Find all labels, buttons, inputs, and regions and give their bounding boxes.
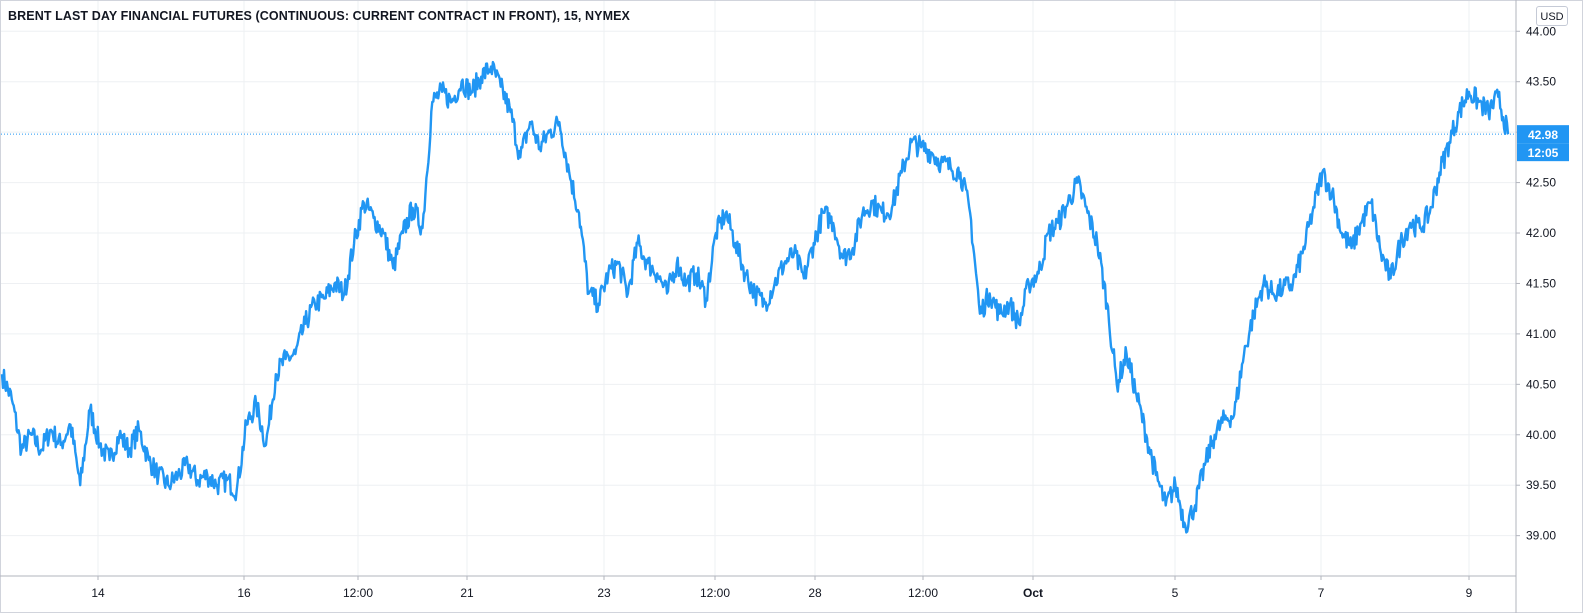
y-tick-label: 41.50: [1526, 276, 1556, 290]
y-tick-label: 44.00: [1526, 24, 1556, 38]
y-tick-label: 40.50: [1526, 377, 1556, 391]
last-price-label: 42.98: [1528, 128, 1558, 142]
x-tick-label: 21: [460, 586, 474, 600]
x-tick-label: 12:00: [700, 586, 730, 600]
price-series-line: [0, 60, 1510, 534]
currency-button[interactable]: USD: [1536, 6, 1568, 26]
y-tick-label: 43.50: [1526, 75, 1556, 89]
last-price-badge: [1517, 125, 1569, 144]
x-tick-label: 28: [808, 586, 822, 600]
y-tick-label: 42.00: [1526, 226, 1556, 240]
x-tick-label: 7: [1318, 586, 1325, 600]
x-tick-label: 12:00: [343, 586, 373, 600]
y-tick-label: 39.50: [1526, 478, 1556, 492]
countdown-badge: [1517, 143, 1569, 162]
grid-lines: [1, 1, 1516, 576]
x-tick-label: 12:00: [908, 586, 938, 600]
price-labels: 42.98 12:05: [1517, 125, 1569, 162]
x-tick-label: 9: [1466, 586, 1473, 600]
x-tick-label: 16: [237, 586, 251, 600]
y-tick-label: 41.00: [1526, 327, 1556, 341]
countdown-label: 12:05: [1528, 146, 1559, 160]
chart-title: BRENT LAST DAY FINANCIAL FUTURES (CONTIN…: [8, 9, 630, 23]
y-tick-label: 40.00: [1526, 428, 1556, 442]
x-tick-label: 5: [1172, 586, 1179, 600]
y-tick-label: 39.00: [1526, 529, 1556, 543]
x-tick-label: 14: [91, 586, 105, 600]
y-tick-label: 42.50: [1526, 176, 1556, 190]
x-tick-label: 23: [597, 586, 611, 600]
series-layer: [0, 60, 1516, 534]
x-tick-label: Oct: [1023, 586, 1043, 600]
